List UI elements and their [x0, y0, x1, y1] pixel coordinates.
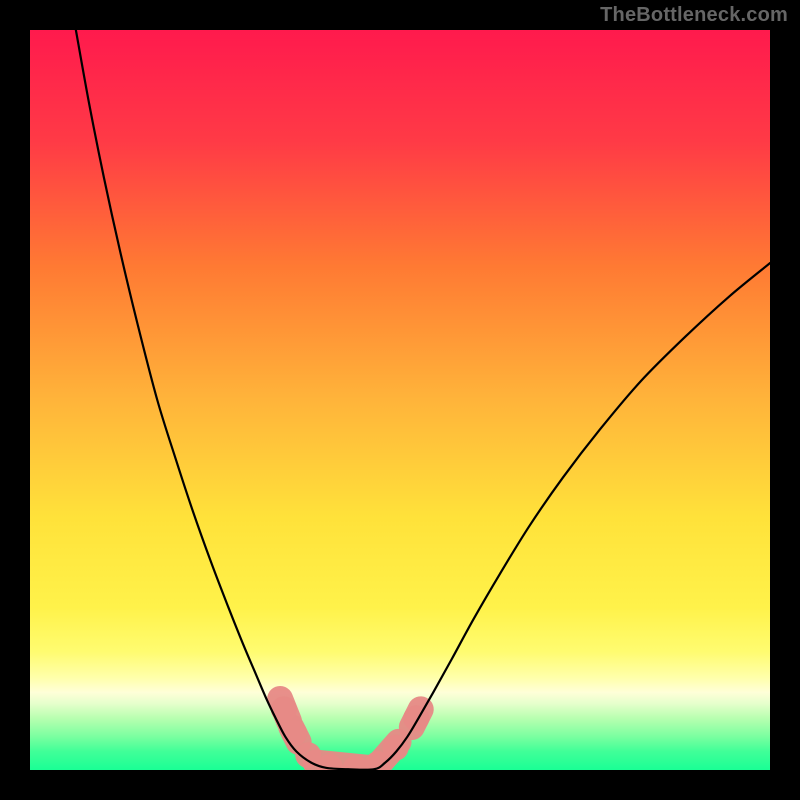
chart-frame: TheBottleneck.com [0, 0, 800, 800]
gradient-background [30, 30, 770, 770]
marker-dot [281, 720, 307, 746]
watermark-text: TheBottleneck.com [600, 4, 788, 27]
marker-dot [403, 705, 429, 731]
marker-dot [383, 735, 409, 761]
plot-area [30, 30, 770, 770]
bottleneck-curve-chart [30, 30, 770, 770]
